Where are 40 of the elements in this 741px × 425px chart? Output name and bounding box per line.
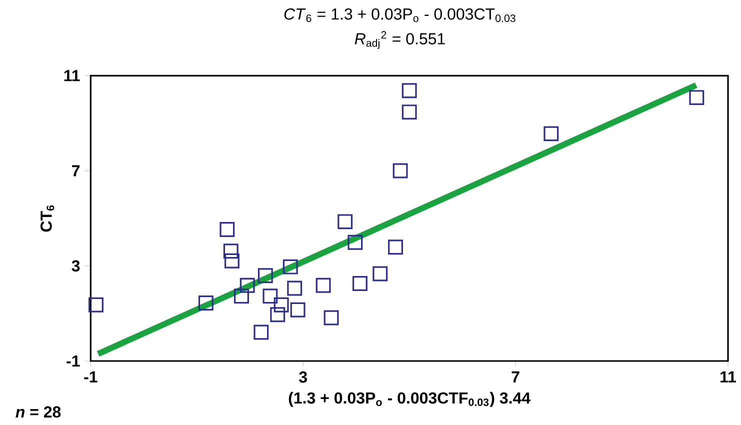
point xyxy=(262,288,278,304)
point xyxy=(372,266,388,282)
point xyxy=(240,278,255,293)
y-tick-label: 7 xyxy=(72,165,80,176)
point xyxy=(316,278,331,293)
chart-subtitle: R$_{adj}$$^{2}$ = 0.551 xyxy=(354,31,445,49)
point xyxy=(290,302,306,318)
text: n = 28 xyxy=(16,406,61,418)
point xyxy=(402,104,417,120)
point xyxy=(254,324,269,340)
y-tick-label: 3 xyxy=(72,260,80,272)
point xyxy=(88,297,104,312)
point xyxy=(338,214,353,230)
point xyxy=(352,276,368,291)
x-tick-label: 3 xyxy=(299,371,307,383)
point xyxy=(223,244,238,259)
x-tick-label: 11 xyxy=(720,371,736,382)
point xyxy=(287,280,302,296)
point xyxy=(324,310,339,326)
point xyxy=(198,296,214,310)
y-tick-label: -1 xyxy=(66,356,80,367)
point xyxy=(270,307,286,322)
point xyxy=(392,163,408,178)
point xyxy=(689,90,704,106)
point xyxy=(402,83,417,98)
point xyxy=(224,253,240,268)
x-tick-label: -1 xyxy=(84,371,98,382)
point xyxy=(258,268,273,284)
chart-title: CT$_{6}$ = 1.3 + 0.03P$_{o}$ - 0.003CT$_{0.03}$ xyxy=(284,8,516,22)
point xyxy=(388,240,403,255)
point xyxy=(234,288,249,304)
x-axis-title: (1.3 + 0.03P$_{o}$ - 0.003CTF$_{0.03}$) 3.44 xyxy=(288,392,530,407)
point xyxy=(220,222,235,237)
y-axis-title: CT$_{6}$ xyxy=(40,205,54,232)
y-tick-label: 11 xyxy=(64,70,80,82)
point xyxy=(348,234,363,250)
point xyxy=(274,297,289,312)
point xyxy=(282,259,298,274)
x-tick-label: 7 xyxy=(512,371,520,382)
point xyxy=(544,126,559,142)
